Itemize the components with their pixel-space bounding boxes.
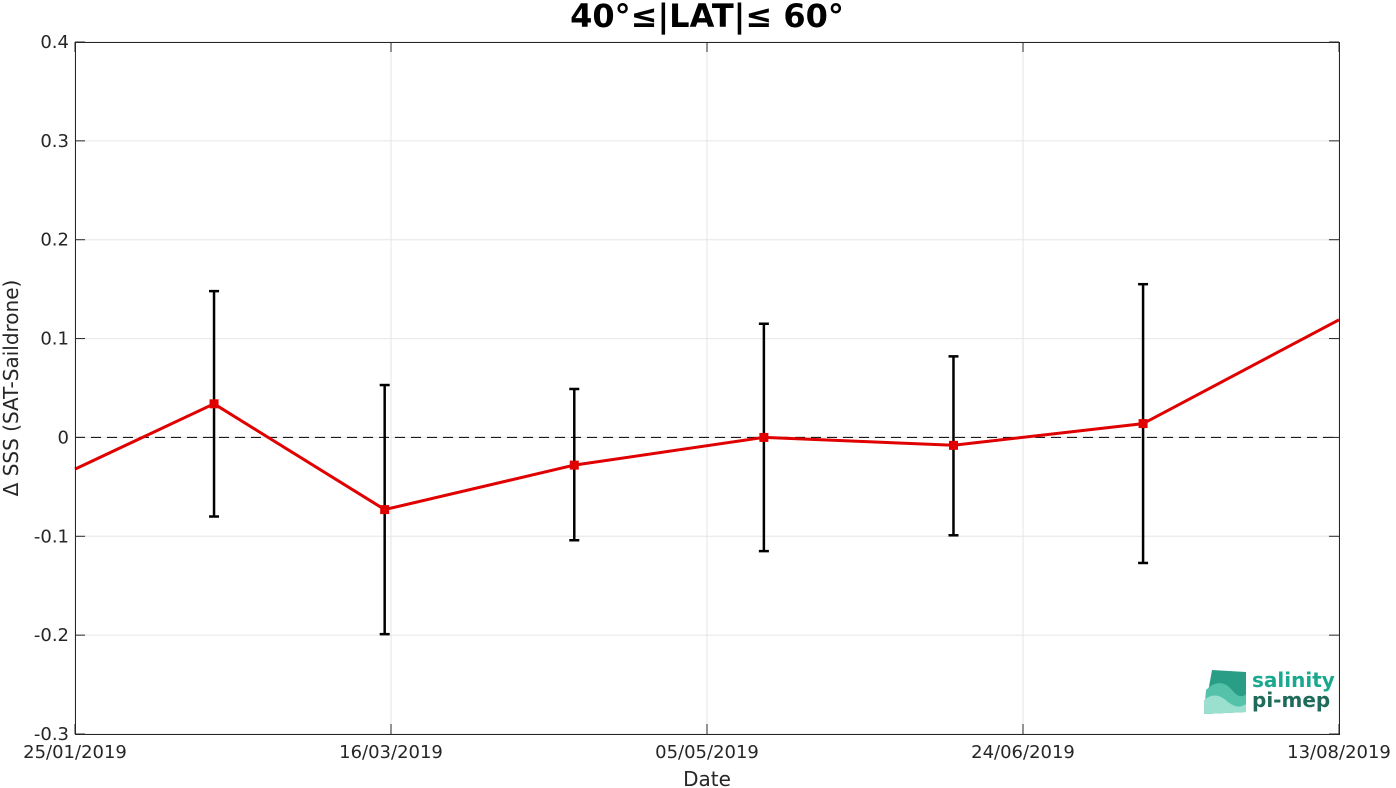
data-point-marker <box>380 505 390 515</box>
x-tick-label: 13/08/2019 <box>1287 742 1391 763</box>
y-axis-ticks: -0.3 -0.2 -0.1 0 0.1 0.2 0.3 0.4 <box>34 32 1339 745</box>
series <box>74 318 1340 515</box>
logo-text-pi-mep: pi-mep <box>1252 688 1330 712</box>
data-point-marker <box>569 460 579 470</box>
x-tick-label: 25/01/2019 <box>23 742 127 763</box>
y-tick-label: -0.3 <box>34 724 69 745</box>
y-tick-label: 0 <box>58 427 69 448</box>
y-tick-label: 0.2 <box>40 230 69 251</box>
y-tick-label: -0.1 <box>34 526 69 547</box>
y-tick-label: -0.2 <box>34 625 69 646</box>
y-tick-label: 0.1 <box>40 329 69 350</box>
chart-title: 40°≤|LAT|≤ 60° <box>570 0 844 36</box>
y-axis-title: Δ SSS (SAT-Saildrone) <box>0 280 23 497</box>
x-axis-title: Date <box>683 767 731 788</box>
data-point-marker <box>209 399 219 409</box>
wave-logo-icon <box>1204 670 1246 714</box>
y-tick-label: 0.3 <box>40 131 69 152</box>
x-tick-label: 24/06/2019 <box>971 742 1075 763</box>
salinity-pi-mep-logo: salinity pi-mep <box>1204 668 1335 714</box>
y-tick-label: 0.4 <box>40 32 69 53</box>
x-axis-ticks: 25/01/2019 16/03/2019 05/05/2019 24/06/2019… <box>23 42 1391 763</box>
grid <box>74 41 1340 735</box>
data-point-marker <box>948 440 958 450</box>
data-point-marker <box>759 432 769 442</box>
x-tick-label: 16/03/2019 <box>339 742 443 763</box>
logo-text-salinity: salinity <box>1252 668 1335 692</box>
data-point-marker <box>1138 419 1148 429</box>
x-tick-label: 05/05/2019 <box>655 742 759 763</box>
series-line <box>74 318 1340 512</box>
error-bars <box>209 282 1149 636</box>
